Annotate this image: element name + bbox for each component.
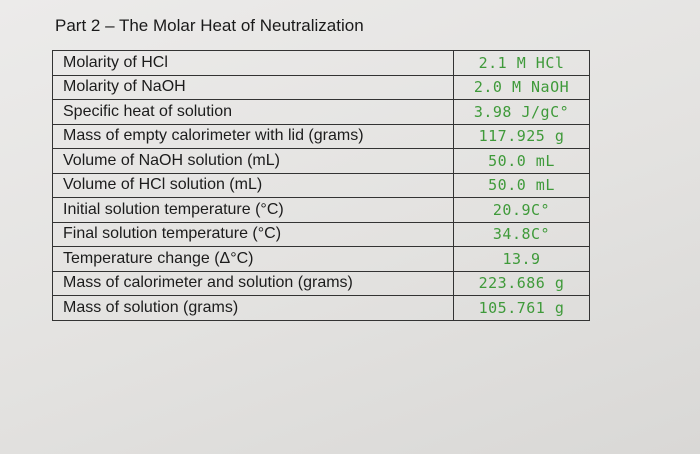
row-label: Molarity of HCl <box>52 50 454 76</box>
data-table: Molarity of HCl 2.1 M HCl Molarity of NaOH… <box>52 50 590 321</box>
handwritten-value: 105.761 g <box>453 295 590 321</box>
handwritten-value: 34.8C° <box>453 221 590 247</box>
row-label: Specific heat of solution <box>52 99 454 125</box>
handwritten-value: 117.925 g <box>453 123 590 149</box>
table-row: Final solution temperature (°C) 34.8C° <box>52 221 590 247</box>
row-label: Initial solution temperature (°C) <box>52 197 454 223</box>
handwritten-value: 223.686 g <box>453 270 590 296</box>
table-row: Initial solution temperature (°C) 20.9C° <box>52 197 590 223</box>
table-row: Volume of NaOH solution (mL) 50.0 mL <box>52 148 590 174</box>
row-label: Final solution temperature (°C) <box>52 221 454 247</box>
handwritten-value: 2.0 M NaOH <box>453 74 590 100</box>
row-label: Mass of calorimeter and solution (grams) <box>52 270 454 296</box>
table-row: Mass of empty calorimeter with lid (gram… <box>52 123 590 149</box>
handwritten-value: 20.9C° <box>453 197 590 223</box>
row-label: Mass of empty calorimeter with lid (gram… <box>52 123 454 149</box>
handwritten-value: 3.98 J/gC° <box>453 99 590 125</box>
table-row: Mass of calorimeter and solution (grams)… <box>52 270 590 296</box>
title: Part 2 – The Molar Heat of Neutralizatio… <box>55 16 364 35</box>
table-row: Mass of solution (grams) 105.761 g <box>52 295 590 321</box>
handwritten-value: 2.1 M HCl <box>453 50 590 76</box>
row-label: Temperature change (Δ°C) <box>52 246 454 272</box>
handwritten-value: 13.9 <box>453 246 590 272</box>
table-row: Molarity of NaOH 2.0 M NaOH <box>52 74 590 100</box>
row-label: Volume of NaOH solution (mL) <box>52 148 454 174</box>
table-row: Temperature change (Δ°C) 13.9 <box>52 246 590 272</box>
row-label: Mass of solution (grams) <box>52 295 454 321</box>
table-row: Molarity of HCl 2.1 M HCl <box>52 50 590 76</box>
row-label: Molarity of NaOH <box>52 74 454 100</box>
table-row: Specific heat of solution 3.98 J/gC° <box>52 99 590 125</box>
handwritten-value: 50.0 mL <box>453 172 590 198</box>
table-row: Volume of HCl solution (mL) 50.0 mL <box>52 172 590 198</box>
row-label: Volume of HCl solution (mL) <box>52 172 454 198</box>
handwritten-value: 50.0 mL <box>453 148 590 174</box>
